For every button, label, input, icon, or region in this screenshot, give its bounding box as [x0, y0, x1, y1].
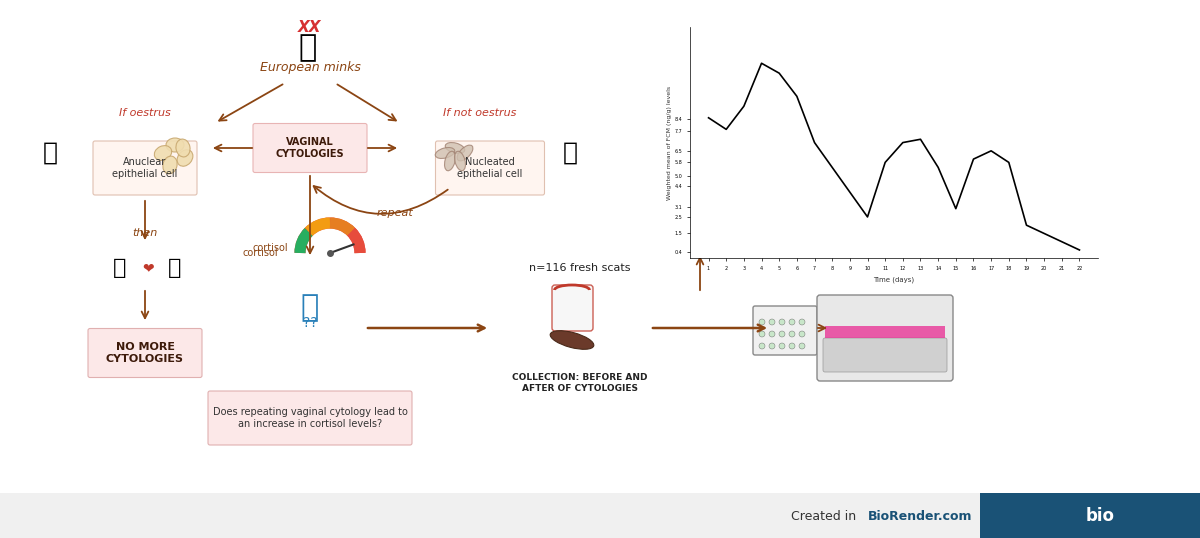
Ellipse shape [166, 138, 184, 152]
Text: ??: ?? [302, 316, 317, 330]
Ellipse shape [178, 150, 193, 166]
Text: repeat: repeat [377, 208, 413, 218]
FancyBboxPatch shape [552, 285, 593, 331]
Text: 🔬: 🔬 [563, 141, 577, 165]
Text: European minks: European minks [259, 61, 360, 74]
Ellipse shape [445, 143, 464, 153]
Bar [980, 493, 1200, 538]
Text: VAGINAL
CYTOLOGIES: VAGINAL CYTOLOGIES [276, 137, 344, 159]
Text: 🦦: 🦦 [168, 258, 181, 278]
FancyBboxPatch shape [208, 391, 412, 445]
Circle shape [769, 319, 775, 325]
Y-axis label: Weighted mean of FCM (ng/g) levels: Weighted mean of FCM (ng/g) levels [667, 86, 672, 200]
Circle shape [769, 331, 775, 337]
Circle shape [790, 319, 796, 325]
Text: XX: XX [299, 20, 322, 36]
Text: If not oestrus: If not oestrus [443, 108, 517, 118]
Text: ❤: ❤ [142, 261, 154, 275]
Text: If oestrus: If oestrus [119, 108, 170, 118]
Text: 👤: 👤 [301, 294, 319, 322]
Circle shape [779, 331, 785, 337]
Ellipse shape [155, 146, 172, 160]
Ellipse shape [455, 151, 466, 171]
Text: NO MORE
CYTOLOGIES: NO MORE CYTOLOGIES [106, 342, 184, 364]
FancyBboxPatch shape [88, 329, 202, 378]
Ellipse shape [176, 139, 190, 157]
Circle shape [799, 319, 805, 325]
Ellipse shape [457, 145, 473, 161]
Circle shape [760, 343, 766, 349]
Bar [826, 326, 946, 338]
X-axis label: Time (days): Time (days) [874, 277, 914, 283]
Bar [0, 493, 1200, 538]
Circle shape [769, 343, 775, 349]
Circle shape [779, 343, 785, 349]
Ellipse shape [444, 151, 456, 171]
Text: bio: bio [1086, 507, 1115, 525]
Text: COLLECTION: BEFORE AND
AFTER OF CYTOLOGIES: COLLECTION: BEFORE AND AFTER OF CYTOLOGI… [512, 373, 648, 393]
Ellipse shape [163, 156, 178, 174]
FancyBboxPatch shape [754, 306, 817, 355]
Circle shape [790, 343, 796, 349]
Text: Does repeating vaginal cytology lead to
an increase in cortisol levels?: Does repeating vaginal cytology lead to … [212, 407, 408, 429]
FancyBboxPatch shape [253, 124, 367, 173]
FancyBboxPatch shape [817, 295, 953, 381]
Text: n=116 fresh scats: n=116 fresh scats [529, 263, 631, 273]
Text: 🦦: 🦦 [113, 258, 127, 278]
Text: then: then [132, 228, 157, 238]
Text: Created in: Created in [791, 509, 860, 522]
Text: Nucleated
epithelial cell: Nucleated epithelial cell [457, 157, 523, 179]
Text: Faecal cortisol metabolites
quantification: Faecal cortisol metabolites quantificati… [781, 174, 940, 202]
Text: BioRender.com: BioRender.com [868, 509, 972, 522]
FancyBboxPatch shape [436, 141, 545, 195]
FancyBboxPatch shape [823, 338, 947, 372]
Ellipse shape [550, 331, 594, 349]
Text: 🔬: 🔬 [42, 141, 58, 165]
Circle shape [799, 331, 805, 337]
Circle shape [760, 319, 766, 325]
Text: 🦦: 🦦 [299, 33, 317, 62]
Circle shape [760, 331, 766, 337]
Text: cortisol: cortisol [252, 243, 288, 253]
Text: Anuclear
epithelial cell: Anuclear epithelial cell [113, 157, 178, 179]
Ellipse shape [436, 147, 455, 159]
Circle shape [790, 331, 796, 337]
Circle shape [799, 343, 805, 349]
FancyBboxPatch shape [94, 141, 197, 195]
Text: cortisol: cortisol [242, 248, 278, 258]
Circle shape [779, 319, 785, 325]
